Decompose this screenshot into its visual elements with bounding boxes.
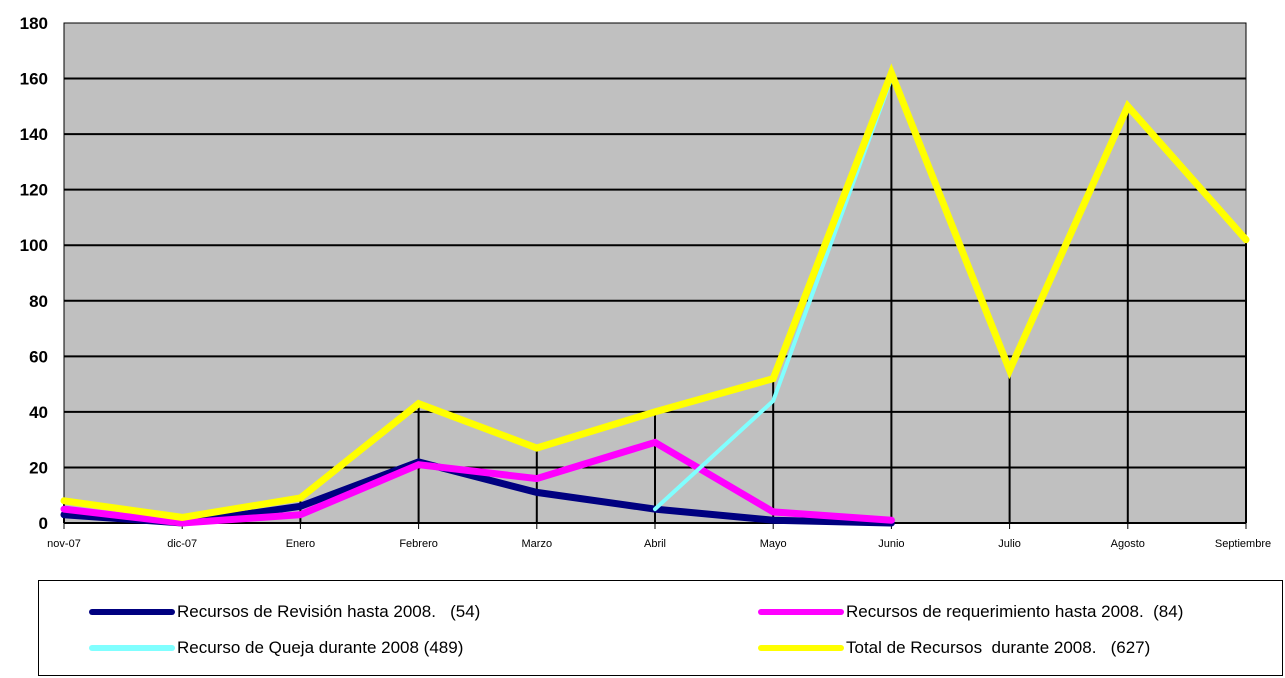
legend-item-revision: Recursos de Revisión hasta 2008. (54) [89, 600, 480, 624]
legend-item-total: Total de Recursos durante 2008. (627) [758, 636, 1150, 660]
legend-swatch-queja [89, 645, 175, 651]
x-tick-label: Agosto [1111, 538, 1145, 550]
legend-label-requerimiento: Recursos de requerimiento hasta 2008. (8… [846, 602, 1184, 621]
legend-swatch-total [758, 645, 844, 651]
legend-label-total: Total de Recursos durante 2008. (627) [846, 638, 1151, 657]
y-tick-label: 180 [20, 14, 48, 33]
x-tick-label: Enero [286, 538, 315, 550]
x-tick-label: Septiembre [1215, 538, 1271, 550]
series-line-2 [653, 76, 894, 512]
y-tick-label: 80 [29, 292, 48, 311]
line-chart: 0 20 40 60 80 100 120 140 160 180 nov-07 dic-07 Ene… [20, 14, 1272, 550]
y-tick-label: 100 [20, 236, 48, 255]
series-line-1 [60, 438, 895, 527]
x-tick-label: dic-07 [167, 538, 197, 550]
legend-item-queja: Recurso de Queja durante 2008 (489) [89, 636, 463, 660]
x-tick-label: Mayo [760, 538, 787, 550]
legend-label-queja: Recurso de Queja durante 2008 (489) [177, 638, 464, 657]
legend: Recursos de Revisión hasta 2008. (54) Re… [38, 580, 1283, 676]
y-tick-label: 40 [29, 403, 48, 422]
x-tick-label: Junio [878, 538, 904, 550]
legend-label-revision: Recursos de Revisión hasta 2008. (54) [177, 602, 481, 621]
y-tick-label: 60 [29, 347, 48, 366]
legend-swatch-revision [89, 609, 175, 615]
x-tick-label: Julio [998, 538, 1021, 550]
x-tick-label: Febrero [399, 538, 438, 550]
x-axis-ticks: nov-07 dic-07 Enero Febrero Marzo Abril Mayo Ju… [47, 523, 1271, 550]
y-axis-ticks: 0 20 40 60 80 100 120 140 160 180 [20, 14, 48, 533]
y-tick-label: 0 [39, 514, 48, 533]
y-tick-label: 160 [20, 70, 48, 89]
y-tick-label: 120 [20, 181, 48, 200]
legend-item-requerimiento: Recursos de requerimiento hasta 2008. (8… [758, 600, 1183, 624]
x-tick-label: Abril [644, 538, 666, 550]
series-lines [60, 63, 1250, 527]
y-tick-label: 140 [20, 125, 48, 144]
series-line-3 [60, 63, 1250, 521]
y-tick-label: 20 [29, 458, 48, 477]
x-tick-label: nov-07 [47, 538, 81, 550]
x-tick-label: Marzo [522, 538, 553, 550]
legend-swatch-requerimiento [758, 609, 844, 615]
